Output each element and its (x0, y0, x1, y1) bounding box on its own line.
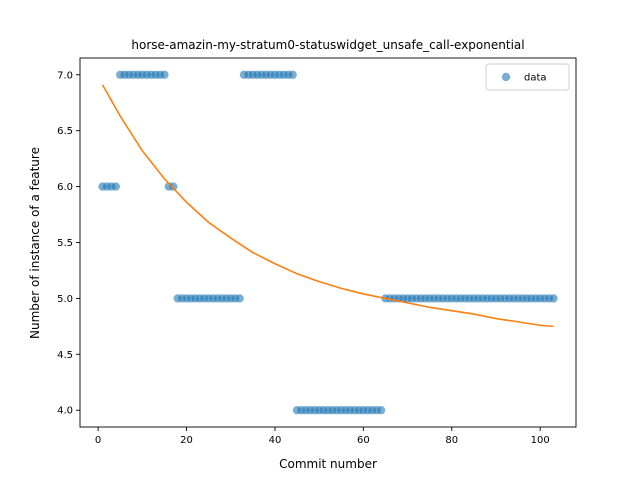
data-point (288, 70, 297, 79)
plot-area: 0 20 40 60 80 100 4.0 4.5 5.0 5.5 6.0 6.5 7.0 data (57, 57, 577, 446)
y-tick-label: 7.0 (57, 70, 73, 81)
data-point (376, 406, 386, 415)
x-tick-label: 40 (269, 435, 282, 446)
x-axis-label: Commit number (279, 457, 377, 471)
x-tick-label: 80 (445, 435, 458, 446)
legend-marker (501, 72, 511, 82)
legend-label: data (524, 73, 547, 84)
y-tick-label: 4.5 (57, 350, 73, 361)
x-tick-label: 60 (357, 435, 370, 446)
fit-line (101, 84, 554, 328)
y-tick-label: 5.5 (57, 238, 73, 249)
data-point (549, 294, 558, 303)
y-axis-label: Number of instance of a feature (28, 147, 42, 339)
y-tick-label: 4.0 (57, 406, 73, 417)
x-tick-label: 100 (531, 435, 550, 446)
x-tick-label: 0 (95, 435, 101, 446)
chart-title: horse-amazin-my-stratum0-statuswidget_un… (131, 38, 524, 52)
x-tick-label: 20 (180, 435, 193, 446)
data-point (235, 294, 244, 303)
data-point (160, 70, 169, 79)
data-point (169, 182, 178, 191)
legend-box (485, 63, 570, 91)
data-point (111, 182, 121, 191)
y-tick-label: 6.5 (57, 126, 73, 137)
y-tick-label: 5.0 (57, 294, 73, 305)
y-tick-label: 6.0 (57, 182, 73, 193)
